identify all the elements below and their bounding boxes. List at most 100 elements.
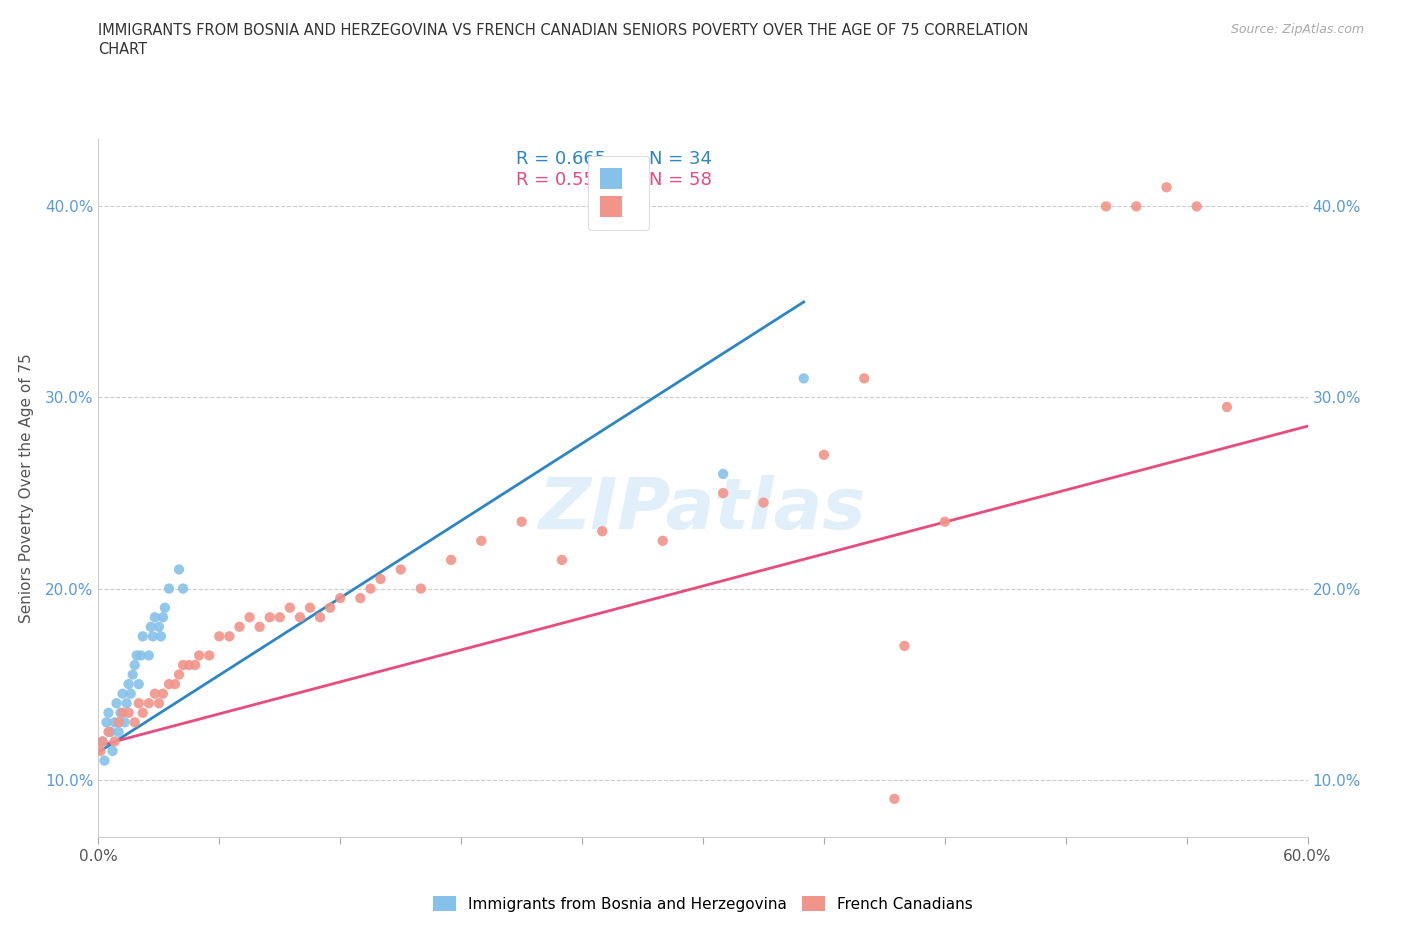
Point	[188, 648, 211, 663]
Text: N = 58: N = 58	[648, 171, 711, 189]
Point	[96, 715, 118, 730]
Point	[249, 619, 271, 634]
Point	[208, 629, 231, 644]
Point	[752, 495, 775, 510]
Point	[142, 629, 165, 644]
Point	[319, 600, 342, 615]
Point	[103, 715, 125, 730]
Point	[1156, 179, 1178, 194]
Point	[107, 715, 129, 730]
Point	[309, 610, 332, 625]
Legend: Immigrants from Bosnia and Herzegovina, French Canadians: Immigrants from Bosnia and Herzegovina, …	[427, 889, 979, 918]
Point	[91, 734, 114, 749]
Point	[138, 648, 160, 663]
Point	[883, 791, 905, 806]
Point	[299, 600, 322, 615]
Point	[470, 534, 492, 549]
Text: ZIPatlas: ZIPatlas	[540, 474, 866, 544]
Point	[103, 734, 125, 749]
Point	[349, 591, 371, 605]
Point	[370, 572, 392, 587]
Point	[105, 696, 128, 711]
Point	[152, 686, 174, 701]
Point	[93, 753, 115, 768]
Point	[132, 705, 155, 720]
Text: R = 0.665: R = 0.665	[516, 150, 606, 168]
Point	[711, 467, 734, 482]
Point	[218, 629, 240, 644]
Point	[101, 744, 124, 759]
Text: R = 0.555: R = 0.555	[516, 171, 606, 189]
Point	[152, 610, 174, 625]
Point	[259, 610, 281, 625]
Point	[157, 677, 180, 692]
Point	[114, 715, 136, 730]
Point	[118, 705, 141, 720]
Point	[100, 724, 122, 739]
Point	[157, 581, 180, 596]
Point	[149, 629, 172, 644]
Point	[167, 667, 190, 682]
Point	[115, 696, 138, 711]
Point	[118, 677, 141, 692]
Point	[278, 600, 301, 615]
Point	[148, 619, 170, 634]
Point	[167, 562, 190, 577]
Point	[1185, 199, 1208, 214]
Legend: , : ,	[588, 155, 650, 230]
Text: IMMIGRANTS FROM BOSNIA AND HERZEGOVINA VS FRENCH CANADIAN SENIORS POVERTY OVER T: IMMIGRANTS FROM BOSNIA AND HERZEGOVINA V…	[98, 23, 1029, 38]
Point	[139, 619, 162, 634]
Point	[288, 610, 311, 625]
Point	[97, 705, 120, 720]
Point	[143, 610, 166, 625]
Point	[440, 552, 463, 567]
Point	[148, 696, 170, 711]
Point	[591, 524, 613, 538]
Point	[132, 629, 155, 644]
Point	[1216, 400, 1239, 415]
Point	[934, 514, 956, 529]
Point	[97, 724, 120, 739]
Point	[143, 686, 166, 701]
Point	[360, 581, 382, 596]
Point	[89, 744, 111, 759]
Point	[111, 686, 134, 701]
Point	[163, 677, 186, 692]
Point	[107, 724, 129, 739]
Point	[184, 658, 207, 672]
Point	[121, 667, 143, 682]
Point	[389, 562, 412, 577]
Point	[172, 581, 194, 596]
Point	[128, 677, 150, 692]
Point	[409, 581, 432, 596]
Point	[228, 619, 250, 634]
Point	[1125, 199, 1147, 214]
Point	[853, 371, 876, 386]
Point	[120, 686, 142, 701]
Point	[239, 610, 262, 625]
Text: N = 34: N = 34	[648, 150, 711, 168]
Point	[129, 648, 152, 663]
Point	[711, 485, 734, 500]
Point	[91, 734, 114, 749]
Point	[1095, 199, 1118, 214]
Point	[893, 639, 915, 654]
Point	[329, 591, 352, 605]
Point	[138, 696, 160, 711]
Point	[198, 648, 221, 663]
Point	[651, 534, 673, 549]
Point	[125, 648, 148, 663]
Point	[124, 658, 146, 672]
Text: CHART: CHART	[98, 42, 148, 57]
Point	[128, 696, 150, 711]
Point	[813, 447, 835, 462]
Point	[110, 705, 132, 720]
Point	[269, 610, 291, 625]
Point	[124, 715, 146, 730]
Y-axis label: Seniors Poverty Over the Age of 75: Seniors Poverty Over the Age of 75	[18, 353, 34, 623]
Point	[510, 514, 533, 529]
Point	[111, 705, 134, 720]
Point	[172, 658, 194, 672]
Point	[179, 658, 201, 672]
Point	[551, 552, 574, 567]
